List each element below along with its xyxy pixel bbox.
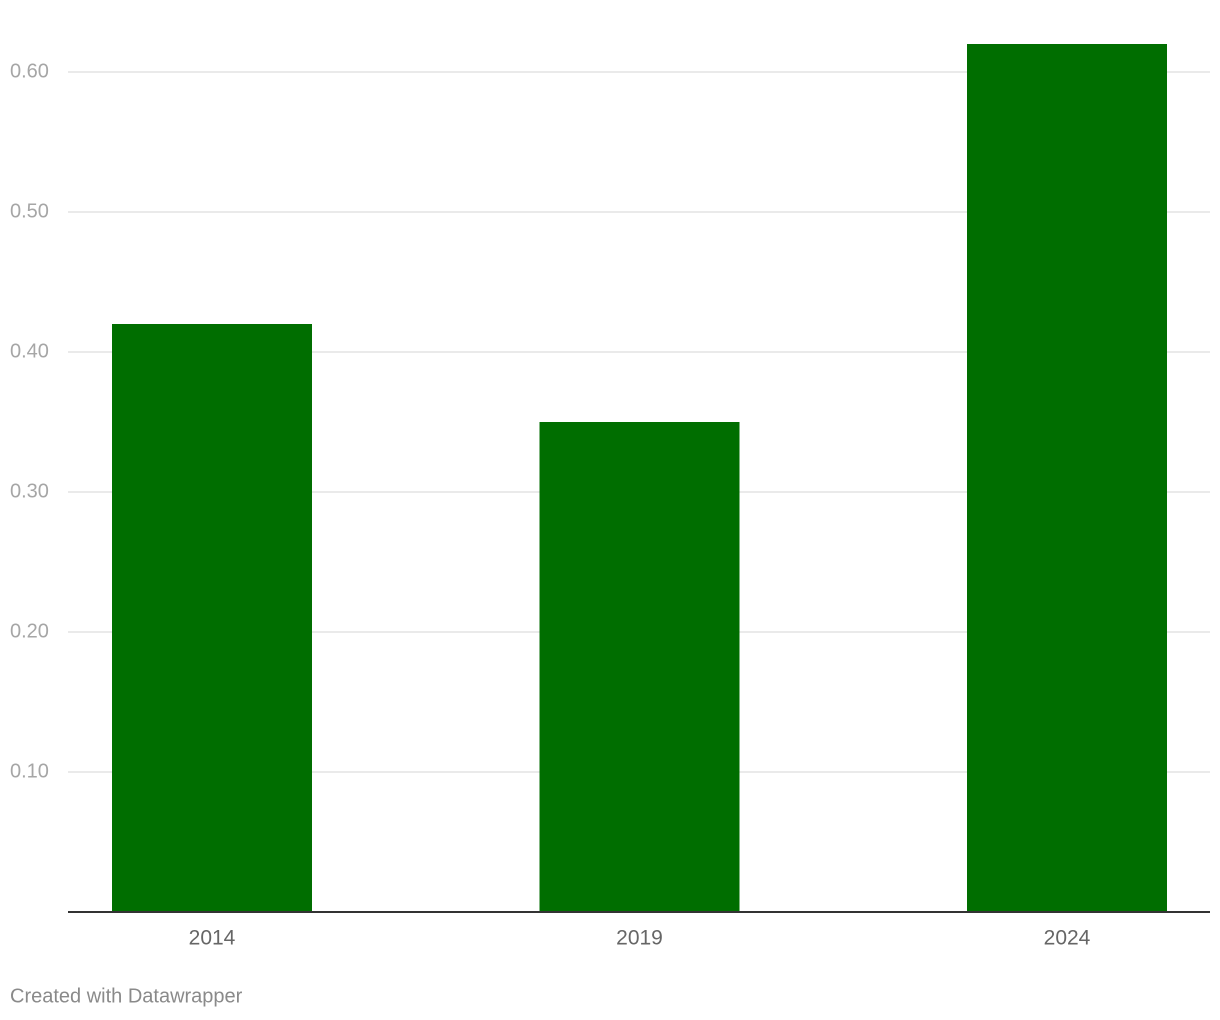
x-tick-label: 2019 bbox=[616, 927, 663, 950]
x-tick-label: 2024 bbox=[1044, 927, 1091, 950]
bar bbox=[112, 324, 312, 912]
x-tick-label: 2014 bbox=[189, 927, 236, 950]
y-tick-label: 0.30 bbox=[10, 480, 49, 502]
y-tick-label: 0.40 bbox=[10, 340, 49, 362]
y-tick-label: 0.20 bbox=[10, 620, 49, 642]
bar bbox=[967, 44, 1167, 912]
y-tick-label: 0.50 bbox=[10, 200, 49, 222]
bar bbox=[539, 422, 740, 912]
y-tick-label: 0.10 bbox=[10, 760, 49, 782]
y-tick-label: 0.60 bbox=[10, 60, 49, 82]
credit: Created with Datawrapper bbox=[10, 985, 243, 1007]
